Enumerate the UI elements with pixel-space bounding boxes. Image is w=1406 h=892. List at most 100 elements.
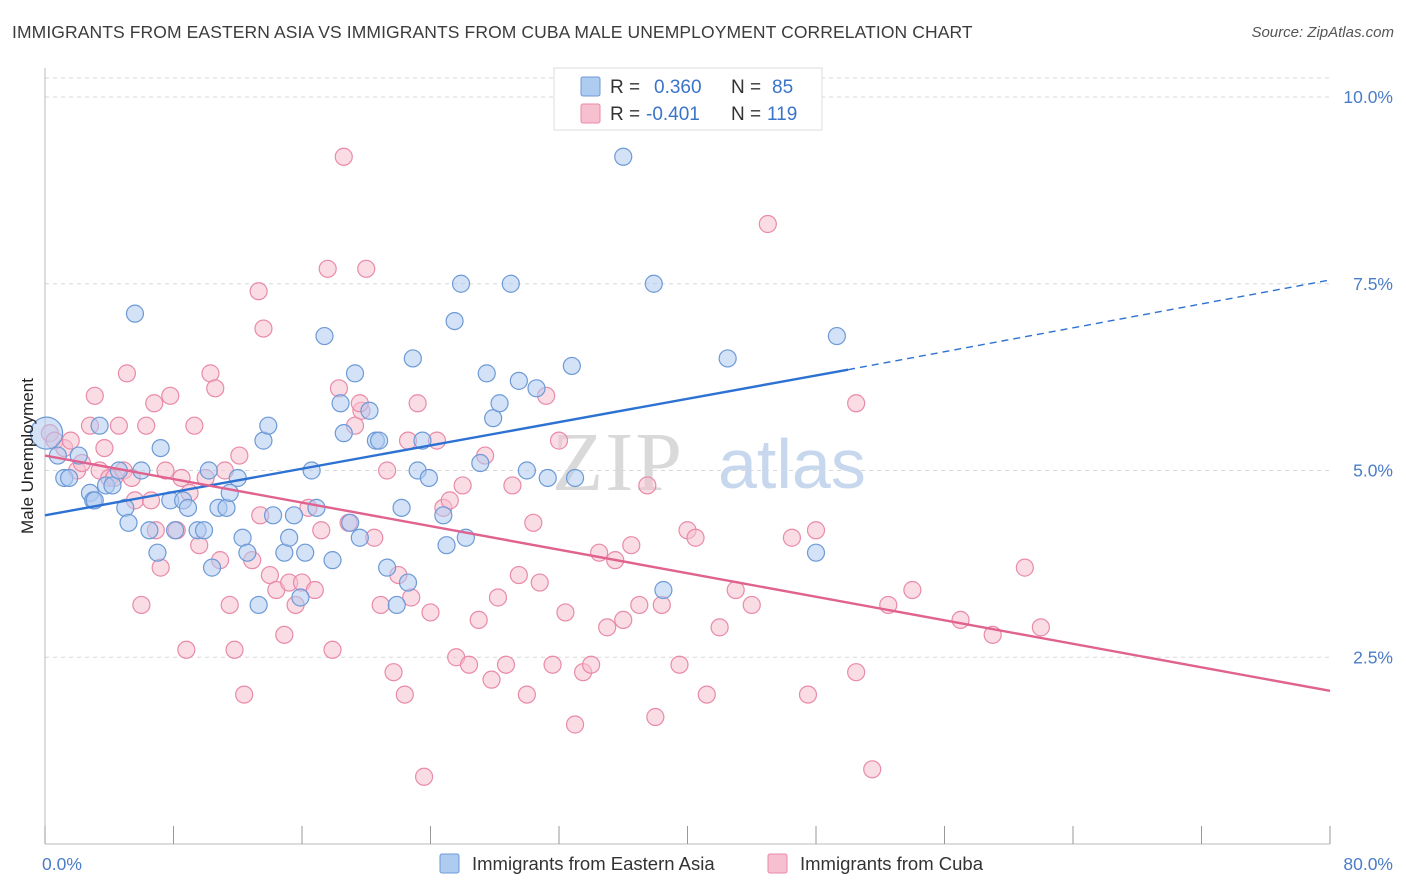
point-eastern-asia-61 xyxy=(434,506,453,525)
point-eastern-asia-49 xyxy=(350,528,369,547)
y-tick-label-1: 5.0% xyxy=(1353,461,1393,481)
point-cuba-116 xyxy=(951,610,970,630)
point-eastern-asia-69 xyxy=(490,394,509,413)
point-eastern-asia-76 xyxy=(562,356,581,376)
point-cuba-53 xyxy=(329,379,349,398)
legend-pink-n-value: 119 xyxy=(767,104,797,125)
point-eastern-asia-39 xyxy=(291,588,310,607)
point-cuba-66 xyxy=(408,394,427,413)
point-eastern-asia-48 xyxy=(345,364,365,383)
point-eastern-asia-12 xyxy=(119,513,138,532)
legend-blue-n-value: 85 xyxy=(772,77,793,98)
point-cuba-96 xyxy=(622,536,641,555)
point-eastern-asia-7 xyxy=(90,416,109,435)
point-eastern-asia-78 xyxy=(614,147,633,166)
point-cuba-51 xyxy=(318,259,337,278)
legend-pink-n-label: N = xyxy=(731,104,761,125)
legend-blue-r-value: 0.360 xyxy=(654,77,702,98)
point-cuba-67 xyxy=(414,767,434,786)
point-eastern-asia-37 xyxy=(280,528,299,547)
point-eastern-asia-45 xyxy=(331,394,350,413)
point-cuba-100 xyxy=(652,595,671,615)
point-cuba-36 xyxy=(225,640,244,659)
point-cuba-104 xyxy=(697,685,716,704)
point-cuba-75 xyxy=(469,610,488,630)
point-cuba-73 xyxy=(453,476,472,495)
point-eastern-asia-19 xyxy=(166,521,185,540)
point-cuba-105 xyxy=(710,618,729,637)
point-eastern-asia-38 xyxy=(284,506,304,525)
point-cuba-118 xyxy=(1015,558,1034,577)
legend-top: R = 0.360 N = 85 R = -0.401 N = 119 xyxy=(553,67,823,131)
point-cuba-82 xyxy=(517,685,536,704)
point-cuba-22 xyxy=(156,461,175,480)
point-eastern-asia-24 xyxy=(199,461,218,480)
y-tick-label-0: 2.5% xyxy=(1353,647,1393,667)
point-eastern-asia-43 xyxy=(315,326,334,346)
point-cuba-83 xyxy=(524,513,543,532)
legend-blue-swatch xyxy=(580,76,601,97)
point-eastern-asia-82 xyxy=(806,543,826,562)
point-eastern-asia-13 xyxy=(125,304,145,323)
point-eastern-asia-41 xyxy=(302,461,321,480)
point-cuba-21 xyxy=(151,558,170,577)
point-eastern-asia-79 xyxy=(644,274,663,293)
point-cuba-41 xyxy=(254,319,273,338)
legend-pink-swatch xyxy=(580,103,601,124)
point-cuba-7 xyxy=(85,386,104,405)
legend-bottom-blue-label: Immigrants from Eastern Asia xyxy=(472,853,715,874)
point-cuba-119 xyxy=(1031,618,1050,637)
point-cuba-54 xyxy=(334,147,353,166)
point-cuba-58 xyxy=(357,259,376,278)
x-tick-label-start: 0.0% xyxy=(42,854,82,874)
point-eastern-asia-42 xyxy=(307,498,326,517)
chart-source: Source: ZipAtlas.com xyxy=(1251,24,1394,41)
point-cuba-44 xyxy=(275,625,294,644)
point-cuba-80 xyxy=(503,476,522,495)
x-tick-label-end: 80.0% xyxy=(1343,854,1393,874)
point-eastern-asia-53 xyxy=(378,558,397,577)
legend-pink-r-value: -0.401 xyxy=(646,104,700,125)
point-cuba-17 xyxy=(132,595,151,615)
legend-bottom-blue-swatch xyxy=(439,853,460,874)
point-cuba-32 xyxy=(206,379,225,398)
point-cuba-110 xyxy=(798,685,818,704)
point-cuba-111 xyxy=(806,521,826,540)
point-eastern-asia-57 xyxy=(403,349,422,368)
point-cuba-113 xyxy=(863,760,882,779)
point-cuba-115 xyxy=(903,580,922,600)
gridlines xyxy=(45,77,1330,658)
tick-labels: 2.5% 5.0% 7.5% 10.0% 0.0% 80.0% xyxy=(42,87,1393,874)
point-cuba-89 xyxy=(565,715,585,734)
point-cuba-87 xyxy=(549,431,569,450)
point-eastern-asia-31 xyxy=(238,543,257,562)
point-eastern-asia-16 xyxy=(148,543,167,562)
point-cuba-61 xyxy=(378,461,397,480)
point-cuba-95 xyxy=(614,610,633,630)
point-eastern-asia-40 xyxy=(296,543,315,562)
legend-bottom-pink-label: Immigrants from Cuba xyxy=(800,853,984,874)
legend-blue-n-label: N = xyxy=(731,77,761,98)
point-cuba-84 xyxy=(530,573,549,592)
point-eastern-asia-50 xyxy=(360,401,379,420)
legend-bottom: Immigrants from Eastern Asia Immigrants … xyxy=(439,853,984,874)
point-eastern-asia-64 xyxy=(451,274,471,293)
point-eastern-asia-67 xyxy=(477,364,496,383)
trendlines xyxy=(44,279,1331,693)
point-cuba-38 xyxy=(235,685,254,704)
point-cuba-68 xyxy=(421,603,440,622)
point-cuba-101 xyxy=(670,655,689,674)
point-cuba-60 xyxy=(371,595,390,615)
point-eastern-asia-1 xyxy=(48,446,67,465)
trendline-eastern-asia-extension xyxy=(847,279,1331,371)
point-eastern-asia-52 xyxy=(370,431,389,450)
point-cuba-14 xyxy=(117,364,137,383)
point-cuba-91 xyxy=(582,655,601,674)
point-eastern-asia-14 xyxy=(132,461,151,480)
point-cuba-103 xyxy=(686,528,705,547)
point-cuba-74 xyxy=(459,655,479,674)
point-cuba-9 xyxy=(95,438,114,458)
point-eastern-asia-29 xyxy=(228,468,247,488)
point-cuba-52 xyxy=(323,640,342,659)
